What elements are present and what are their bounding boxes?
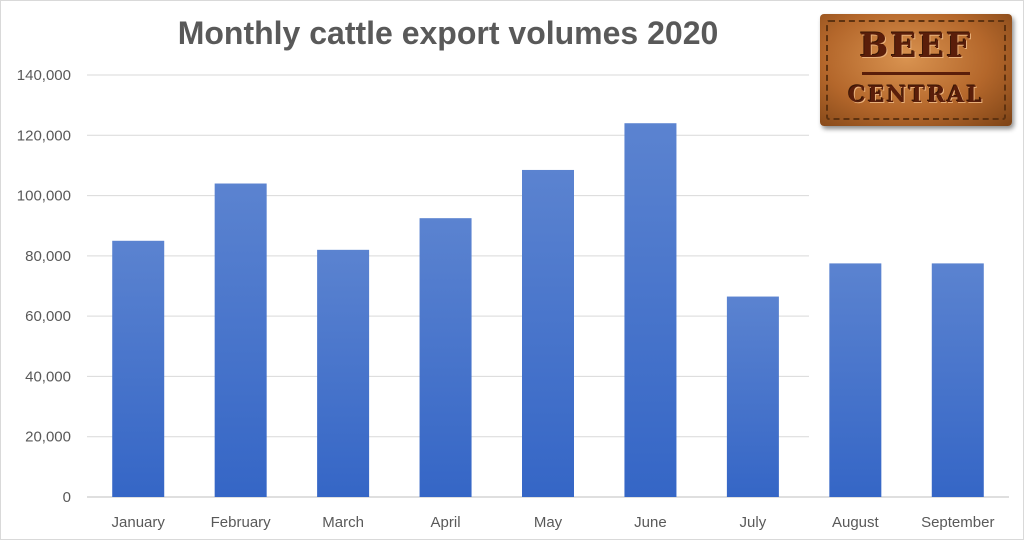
y-tick-label: 20,000 [25, 429, 71, 446]
logo-divider [862, 72, 970, 75]
y-tick-label: 80,000 [25, 248, 71, 265]
x-tick-label: July [740, 514, 767, 531]
bar-august [829, 263, 882, 497]
y-tick-label: 40,000 [25, 368, 71, 385]
bar-february [214, 183, 267, 497]
y-tick-label: 0 [63, 489, 71, 506]
y-tick-label: 100,000 [17, 188, 71, 205]
logo-stitching [826, 20, 1006, 120]
x-tick-label: June [634, 514, 667, 531]
x-tick-label: March [322, 514, 364, 531]
bar-may [522, 169, 574, 497]
bar-september [931, 263, 984, 497]
x-tick-label: August [832, 514, 880, 531]
x-tick-label: September [921, 514, 994, 531]
chart-title: Monthly cattle export volumes 2020 [177, 15, 719, 51]
x-tick-label: January [112, 514, 166, 531]
y-axis: 0 20,000 40,000 60,000 80,000 100,000 120,000 1… [17, 67, 71, 506]
bar-april [419, 218, 472, 497]
y-tick-label: 60,000 [25, 308, 71, 325]
logo-text-beef: BEEF [859, 26, 973, 66]
beef-central-logo: BEEF CENTRAL [820, 14, 1012, 126]
bar-july [726, 296, 779, 497]
bar-june [624, 123, 677, 497]
bar-march [317, 249, 370, 497]
x-axis: January February March April May June July Augu… [112, 514, 995, 531]
logo-text-central: CENTRAL [848, 82, 984, 108]
bars [112, 123, 984, 498]
x-tick-label: April [431, 514, 461, 531]
x-tick-label: February [211, 514, 272, 531]
y-tick-label: 140,000 [17, 67, 71, 84]
x-tick-label: May [534, 514, 563, 531]
bar-january [112, 240, 165, 498]
y-tick-label: 120,000 [17, 127, 71, 144]
